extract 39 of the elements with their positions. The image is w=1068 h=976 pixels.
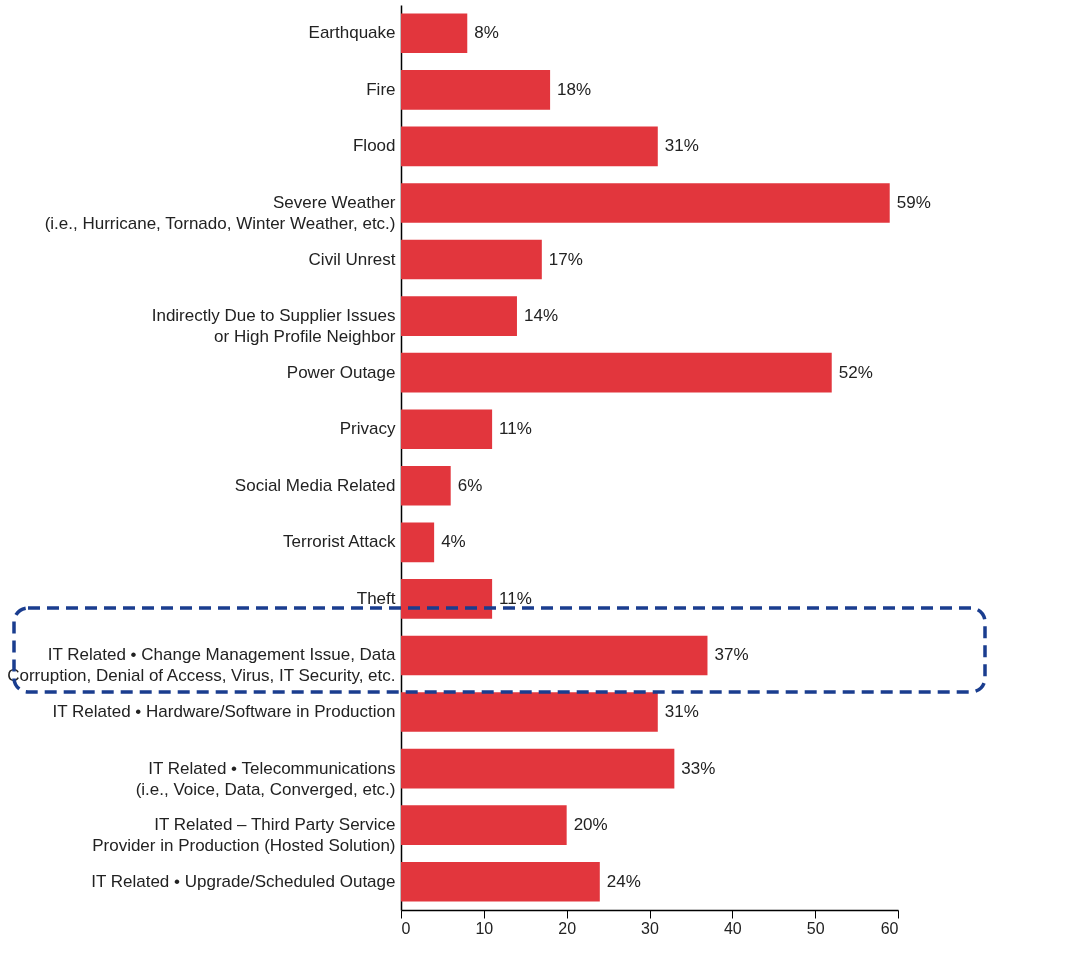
x-tick-label: 0 [401,919,411,937]
x-tick-label: 20 [558,919,577,937]
y-tick-label: IT Related • Telecommunications (i.e., Voice, Data, Converged, etc.) [135,758,396,799]
y-tick-label: IT Related • Change Management Issue, Data Corruption, Denial of Access, Virus, IT Security, etc. [7,645,397,686]
data-label: 59% [896,192,931,212]
data-label: 33% [681,758,716,778]
data-label: 14% [523,306,558,326]
data-label: 6% [457,475,483,495]
y-tick-label: Fire [366,79,396,99]
data-label: 31% [664,702,699,722]
data-label: 37% [714,645,749,665]
y-tick-label: Flood [352,136,396,156]
y-tick-label: Civil Unrest [308,249,396,269]
x-tick-label: 10 [475,919,494,937]
y-tick-label: IT Related • Hardware/Software in Production [52,702,396,722]
y-tick-label: IT Related • Upgrade/Scheduled Outage [91,871,396,891]
x-tick-label: 50 [806,919,825,937]
y-tick-label: Severe Weather (i.e., Hurricane, Tornado, Winter Weather, etc.) [44,192,396,233]
data-label: 17% [548,249,583,269]
data-label: 31% [664,136,699,156]
x-tick-label: 40 [723,919,742,937]
x-tick-label: 60 [880,919,899,937]
data-label: 20% [573,815,608,835]
y-tick-label: Privacy [339,419,396,439]
y-tick-label: Power Outage [286,362,396,382]
data-label: 18% [557,79,592,99]
data-label: 8% [474,23,499,43]
data-label: 52% [838,362,873,382]
y-tick-label: Theft [356,588,396,608]
y-tick-label: Earthquake [308,23,396,43]
y-tick-label: Indirectly Due to Supplier Issues or High Profile Neighbor [151,306,396,347]
data-label: 4% [441,532,466,552]
data-label: 24% [606,871,641,891]
y-tick-label: Social Media Related [234,475,396,495]
y-tick-label: IT Related – Third Party Service Provider in Production (Hosted Solution) [92,815,396,856]
data-label: 11% [499,419,532,439]
x-tick-label: 30 [641,919,659,937]
data-label: 11% [499,588,532,608]
y-tick-label: Terrorist Attack [283,532,396,552]
